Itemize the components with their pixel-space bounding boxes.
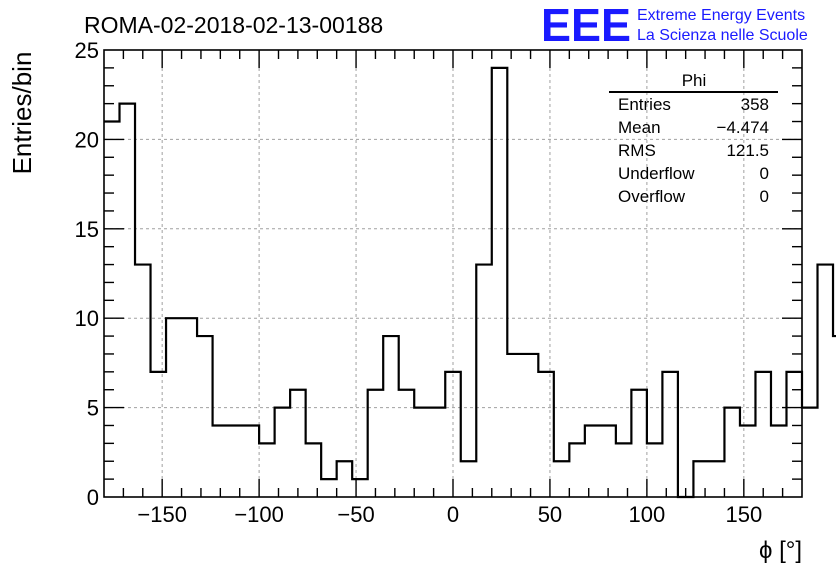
stats-value: 0 xyxy=(760,164,769,183)
stats-box-title: Phi xyxy=(682,71,707,90)
grid xyxy=(104,50,802,497)
x-tick-labels: −150 −100 −50 0 50 100 150 xyxy=(137,502,762,527)
y-tick-label: 10 xyxy=(75,306,99,331)
x-axis-label: ϕ [°] xyxy=(759,537,802,564)
x-tick-label: −50 xyxy=(337,502,374,527)
stats-label: RMS xyxy=(618,141,656,160)
x-tick-label: −150 xyxy=(137,502,187,527)
y-axis-label: Entries/bin xyxy=(7,52,37,175)
stats-label: Entries xyxy=(618,95,671,114)
x-tick-label: 150 xyxy=(725,502,762,527)
histogram-series-phi xyxy=(104,66,836,499)
brand-line-2: La Scienza nelle Scuole xyxy=(637,27,808,44)
y-tick-label: 0 xyxy=(87,485,99,510)
y-tick-label: 20 xyxy=(75,127,99,152)
brand-line-1: Extreme Energy Events xyxy=(637,7,805,24)
stats-value: 0 xyxy=(760,187,769,206)
y-tick-labels: 0 5 10 15 20 25 xyxy=(75,38,99,510)
chart-title: ROMA-02-2018-02-13-00188 xyxy=(84,12,383,38)
y-tick-label: 25 xyxy=(75,38,99,63)
stats-value: 121.5 xyxy=(726,141,769,160)
y-tick-label: 15 xyxy=(75,217,99,242)
eee-logo: EEE xyxy=(541,0,631,51)
x-tick-label: −100 xyxy=(234,502,284,527)
y-tick-label: 5 xyxy=(87,396,99,421)
stats-label: Mean xyxy=(618,118,661,137)
stats-value: 358 xyxy=(741,95,769,114)
x-tick-label: 50 xyxy=(538,502,562,527)
axis-ticks xyxy=(104,50,802,497)
plot-frame xyxy=(103,49,803,498)
stats-label: Overflow xyxy=(618,187,686,206)
stats-value: −4.474 xyxy=(717,118,769,137)
stats-box: Phi Entries 358 Mean −4.474 RMS 121.5 Underflo… xyxy=(609,71,778,206)
x-tick-label: 0 xyxy=(447,502,459,527)
x-tick-label: 100 xyxy=(629,502,666,527)
stats-label: Underflow xyxy=(618,164,695,183)
